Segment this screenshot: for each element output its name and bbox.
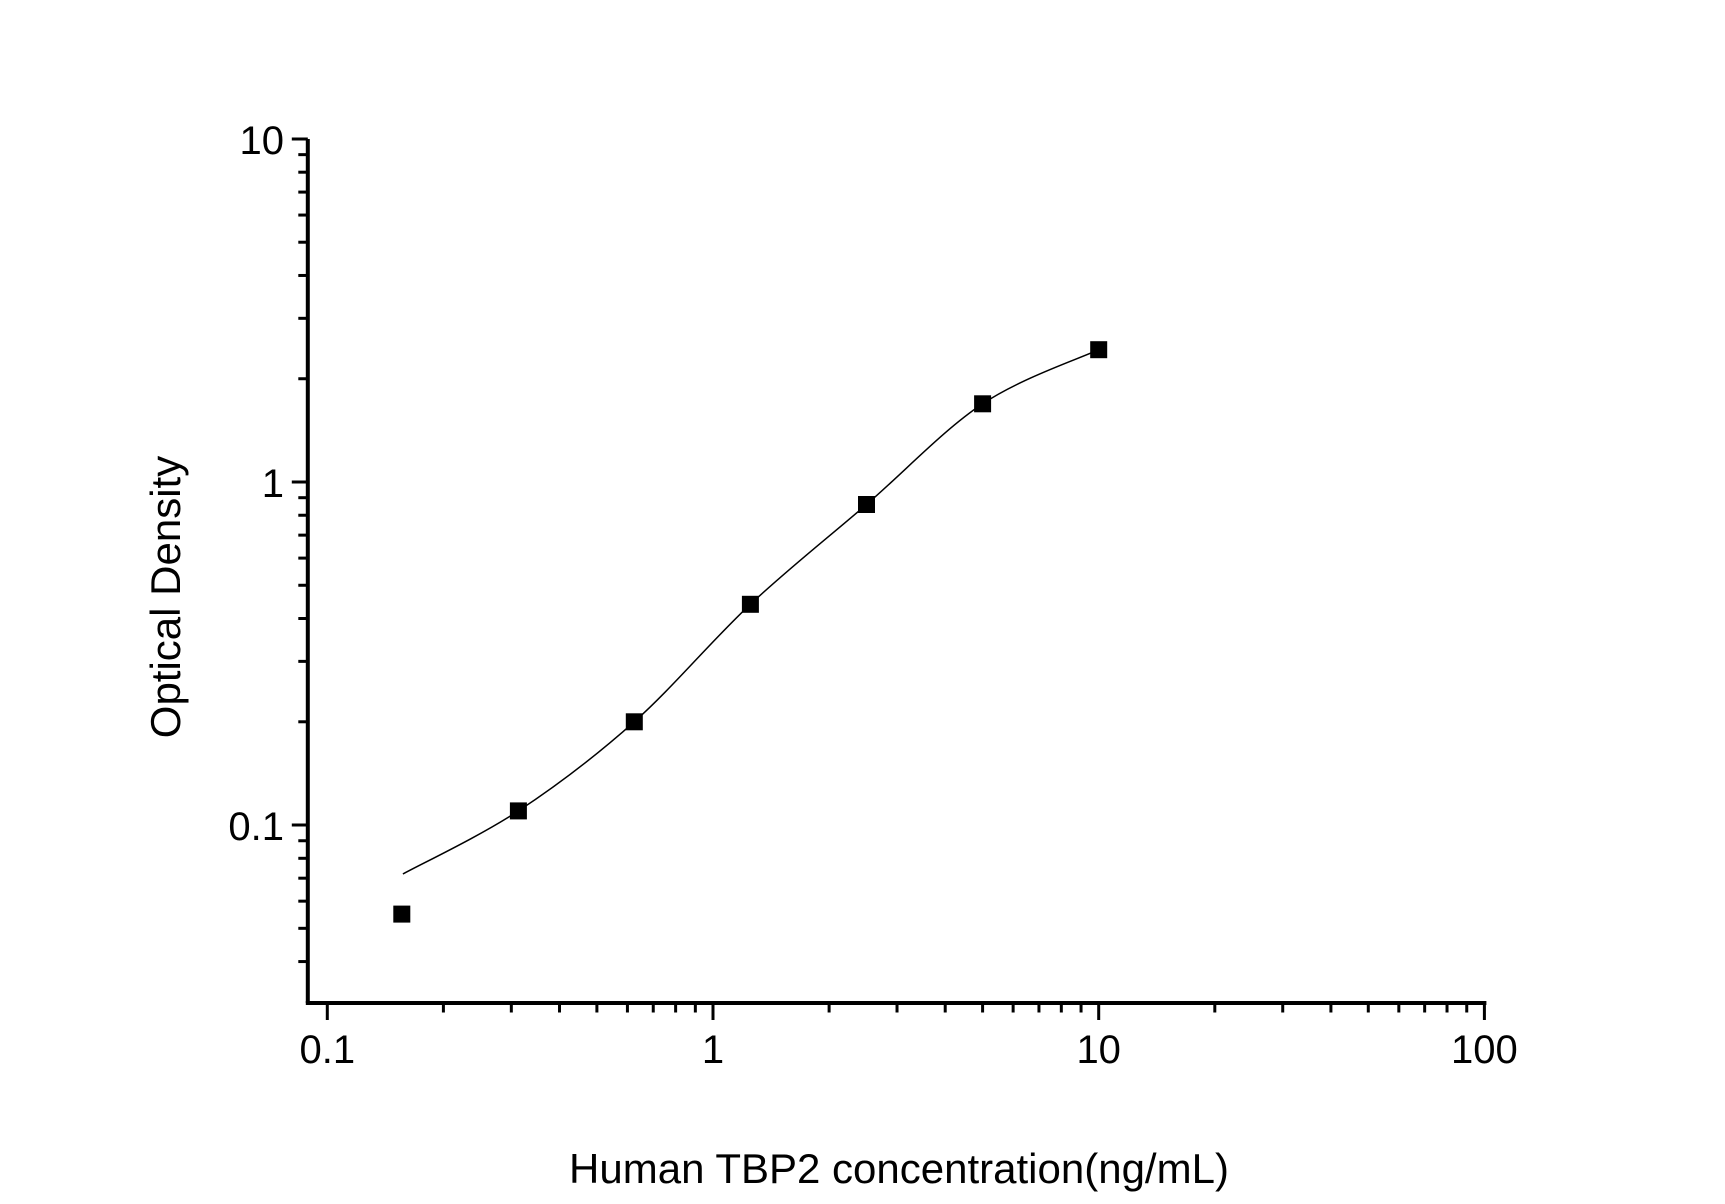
data-point-marker (509, 802, 527, 820)
data-point-marker (625, 713, 643, 731)
y-axis-tick-label: 0.1 (228, 805, 284, 849)
x-axis-tick-label: 1 (702, 1028, 724, 1072)
x-axis-tick-label: 10 (1076, 1028, 1121, 1072)
data-point-marker (1090, 341, 1108, 359)
data-point-marker (393, 905, 411, 923)
x-axis-tick-label: 100 (1451, 1028, 1518, 1072)
y-axis-tick-label: 1 (262, 462, 284, 506)
data-point-marker (858, 496, 875, 513)
tick-labels-layer: 0.1 1 10 100 10 1 0.1 (228, 119, 1517, 1072)
series-layer (393, 341, 1108, 923)
x-axis-tick-label: 0.1 (299, 1028, 355, 1072)
y-axis-title: Optical Density (142, 456, 189, 738)
data-point-marker (974, 395, 992, 413)
axes-layer (291, 137, 1487, 1020)
data-point-marker (741, 595, 759, 613)
y-axis-tick-label: 10 (240, 119, 285, 163)
x-axis-title: Human TBP2 concentration(ng/mL) (569, 1145, 1229, 1192)
